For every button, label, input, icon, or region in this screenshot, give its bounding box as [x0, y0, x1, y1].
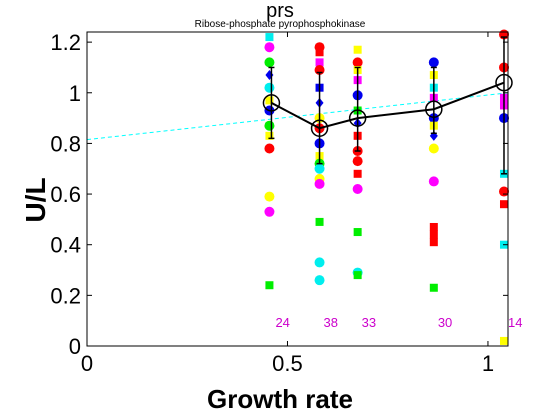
data-point-31: [353, 57, 363, 67]
data-point-29: [315, 275, 325, 285]
points-layer: [264, 30, 509, 345]
y-tick-label-0: 0: [69, 334, 81, 359]
x-tick-label-2: 1: [482, 351, 494, 376]
data-point-53: [429, 176, 439, 186]
data-point-54: [430, 223, 438, 231]
data-point-11: [264, 207, 274, 217]
x-tick-label-1: 0.5: [272, 351, 303, 376]
data-point-42: [354, 228, 362, 236]
data-point-24: [315, 164, 325, 174]
count-label-4: 14: [508, 315, 522, 330]
data-point-7: [264, 121, 274, 131]
data-point-27: [316, 218, 324, 226]
count-label-1: 38: [324, 315, 338, 330]
y-axis-label: U/L: [20, 177, 52, 222]
data-point-67: [500, 337, 508, 345]
data-point-65: [500, 200, 508, 208]
data-point-39: [353, 156, 363, 166]
data-point-57: [430, 284, 438, 292]
y-tick-label-2: 0.4: [50, 233, 81, 258]
data-point-2: [264, 57, 274, 67]
data-point-44: [354, 271, 362, 279]
chart-subtitle: Ribose-phosphate pyrophosphokinase: [0, 19, 560, 30]
count-label-2: 33: [362, 315, 376, 330]
mean-line: [271, 83, 504, 129]
data-point-45: [429, 57, 439, 67]
data-point-40: [354, 170, 362, 178]
data-point-30: [354, 46, 362, 54]
data-point-55: [430, 231, 438, 239]
data-point-10: [264, 192, 274, 202]
data-point-28: [315, 257, 325, 267]
data-point-4: [264, 83, 274, 93]
data-point-12: [265, 281, 273, 289]
x-axis-label: Growth rate: [0, 384, 560, 415]
y-tick-label-1: 0.2: [50, 283, 81, 308]
y-tick-label-6: 1.2: [50, 30, 81, 55]
plot-frame: [87, 32, 508, 346]
mean-line-layer: [263, 37, 512, 174]
data-point-0: [265, 33, 273, 41]
data-point-26: [315, 179, 325, 189]
y-tick-label-4: 0.8: [50, 131, 81, 156]
data-point-41: [353, 184, 363, 194]
data-point-52: [429, 143, 439, 153]
data-point-9: [264, 143, 274, 153]
data-point-64: [499, 187, 509, 197]
x-tick-label-0: 0: [81, 351, 93, 376]
count-label-0: 24: [275, 315, 289, 330]
y-tick-label-3: 0.6: [50, 182, 81, 207]
data-point-3: [265, 70, 273, 80]
y-tick-label-5: 1: [69, 81, 81, 106]
count-labels-layer: 24 38 33 30 14: [275, 315, 522, 330]
data-point-14: [316, 48, 324, 56]
data-point-1: [264, 42, 274, 52]
count-label-3: 30: [438, 315, 452, 330]
data-point-56: [430, 238, 438, 246]
